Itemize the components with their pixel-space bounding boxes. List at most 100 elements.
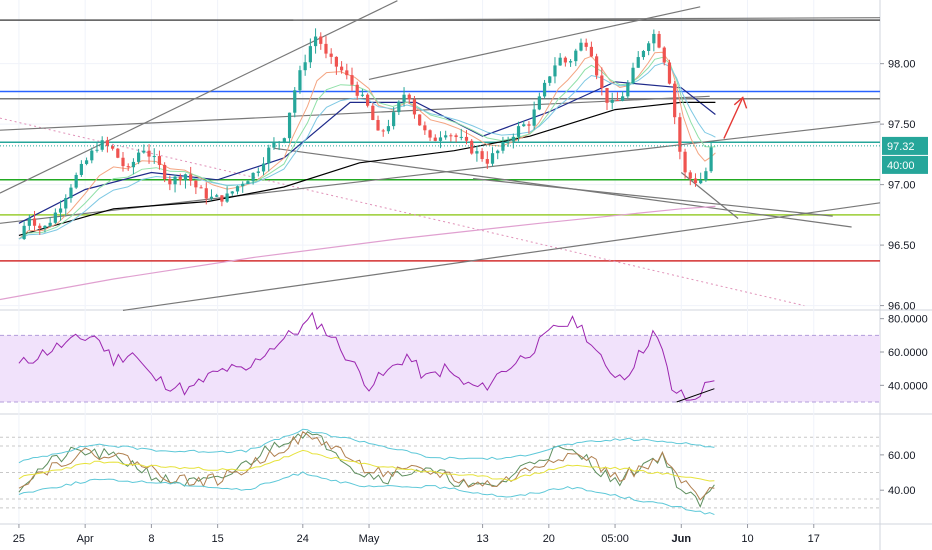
candle-body	[152, 156, 156, 158]
candle-body	[537, 96, 541, 110]
candle-body	[438, 137, 443, 141]
y-tick-label: 97.00	[888, 180, 916, 192]
candle-body	[74, 174, 78, 188]
candle-body	[178, 176, 182, 181]
candle-body	[485, 159, 489, 164]
y-tick-label: 98.00	[888, 59, 916, 71]
rsi-band	[0, 335, 880, 402]
candle-body	[267, 147, 271, 164]
candle-body	[303, 62, 307, 71]
x-tick-label: 24	[297, 533, 309, 545]
candle-body	[631, 67, 635, 84]
x-tick-label: Jun	[672, 533, 692, 545]
x-tick-label: Apr	[77, 533, 94, 545]
candle-body	[636, 57, 640, 68]
candle-body	[553, 65, 557, 77]
candle-body	[142, 150, 146, 153]
y-tick-label: 96.50	[888, 240, 916, 252]
candle-body	[574, 50, 578, 62]
candle-body	[220, 195, 224, 202]
annotation-arrow-head	[733, 96, 748, 109]
candle-body	[641, 50, 646, 58]
candle-body	[225, 193, 229, 202]
candle-body	[287, 112, 292, 139]
candle-body	[459, 136, 463, 138]
stoch-series-line	[18, 431, 715, 501]
candle-body	[27, 218, 31, 226]
candle-body	[261, 163, 266, 172]
candle-body	[501, 142, 505, 151]
candle-body	[657, 33, 661, 48]
candle-body	[475, 151, 479, 154]
rsi-line	[18, 311, 715, 401]
candle-body	[168, 179, 172, 185]
x-tick-label: 17	[808, 533, 820, 545]
y-tick-label: 97.50	[888, 119, 916, 131]
candle-body	[522, 124, 526, 127]
candle-body	[345, 70, 349, 76]
candle-body	[173, 176, 177, 185]
candle-body	[610, 99, 614, 103]
candle-body	[542, 82, 547, 97]
candle-body	[131, 161, 136, 168]
candle-body	[230, 191, 234, 194]
y-tick-label: 96.00	[888, 301, 916, 313]
candle-body	[235, 186, 240, 192]
x-tick-label: 8	[148, 533, 154, 545]
candle-body	[626, 83, 630, 97]
candle-body	[511, 136, 515, 142]
candle-body	[105, 140, 109, 147]
trendline	[368, 6, 701, 80]
candle-body	[589, 46, 593, 57]
candle-body	[308, 46, 312, 63]
candle-body	[48, 222, 52, 226]
candle-body	[490, 153, 495, 164]
trendline	[473, 178, 833, 217]
candle-body	[199, 187, 203, 189]
candle-body	[329, 53, 333, 57]
rsi-tick-label: 40.0000	[888, 380, 928, 392]
candle-body	[548, 76, 552, 83]
candle-body	[423, 125, 427, 131]
candle-body	[673, 83, 677, 118]
candle-body	[683, 151, 687, 173]
moving-average-line	[18, 101, 716, 236]
candle-body	[241, 183, 245, 187]
candle-body	[246, 181, 250, 184]
candle-body	[183, 174, 188, 181]
candle-body	[53, 212, 57, 223]
candle-body	[662, 47, 666, 63]
countdown-label: 40:00	[887, 160, 915, 172]
x-tick-label: 13	[476, 533, 488, 545]
moving-average-line	[18, 81, 716, 224]
stoch-series-line	[18, 449, 715, 482]
ema-line	[18, 62, 716, 240]
candle-body	[324, 43, 328, 54]
candle-body	[595, 56, 599, 76]
candle-body	[386, 126, 391, 132]
rsi-tick-label: 60.0000	[888, 347, 928, 359]
candle-body	[209, 196, 214, 199]
candle-body	[22, 225, 26, 240]
candle-body	[464, 136, 469, 141]
candle-body	[100, 140, 104, 150]
candle-body	[147, 150, 151, 157]
candle-body	[407, 94, 411, 100]
trendline	[122, 202, 881, 311]
candle-body	[470, 140, 474, 154]
candle-body	[371, 105, 375, 120]
candle-body	[366, 94, 370, 106]
candle-body	[647, 43, 651, 51]
candle-body	[506, 141, 510, 143]
candle-body	[454, 135, 458, 138]
last-price-box	[882, 136, 928, 155]
trendline	[0, 0, 398, 194]
candle-body	[709, 147, 713, 172]
candle-body	[126, 166, 130, 168]
candle-body	[412, 99, 417, 115]
candle-body	[43, 225, 47, 229]
trendline	[0, 95, 710, 131]
candle-body	[163, 164, 167, 180]
candle-body	[215, 195, 219, 197]
